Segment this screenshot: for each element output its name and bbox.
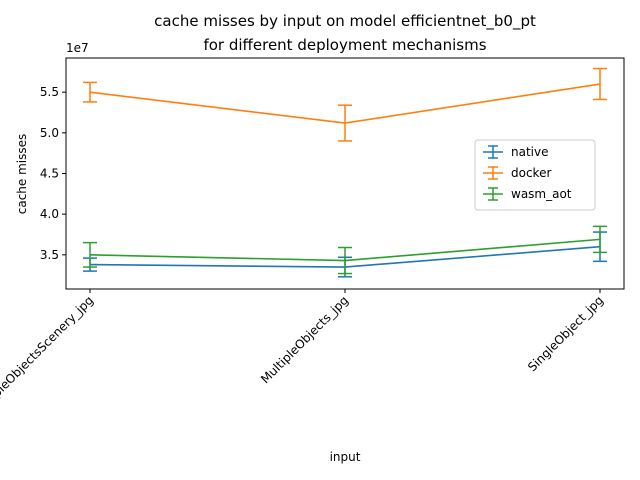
y-tick-label: 5.5	[40, 85, 59, 99]
y-tick-label: 5.0	[40, 126, 59, 140]
y-axis: 3.5 4.0 4.5 5.0 5.5	[40, 85, 66, 262]
legend-box	[474, 139, 596, 211]
x-axis-label: input	[330, 450, 361, 464]
legend-label-wasm_aot: wasm_aot	[511, 187, 572, 201]
legend: native docker wasm_aot	[474, 139, 596, 211]
x-tick-label: MultipleObjectsScenery_jpg	[0, 293, 96, 420]
chart-title-line1: cache misses by input on model efficient…	[154, 12, 536, 31]
legend-label-docker: docker	[511, 166, 551, 180]
series-layer	[83, 67, 607, 278]
y-tick-label: 4.0	[40, 207, 59, 221]
y-tick-label: 3.5	[40, 248, 59, 262]
y-tick-label: 4.5	[40, 167, 59, 181]
x-tick-label: MultipleObjects_jpg	[258, 293, 351, 386]
chart-title-line2: for different deployment mechanisms	[203, 36, 486, 54]
y-offset-label: 1e7	[66, 41, 89, 55]
x-tick-label: SingleObject_jpg	[525, 293, 606, 374]
legend-label-native: native	[511, 145, 548, 159]
x-axis: MultipleObjectsScenery_jpg MultipleObject…	[0, 289, 606, 421]
y-axis-label: cache misses	[15, 134, 29, 215]
